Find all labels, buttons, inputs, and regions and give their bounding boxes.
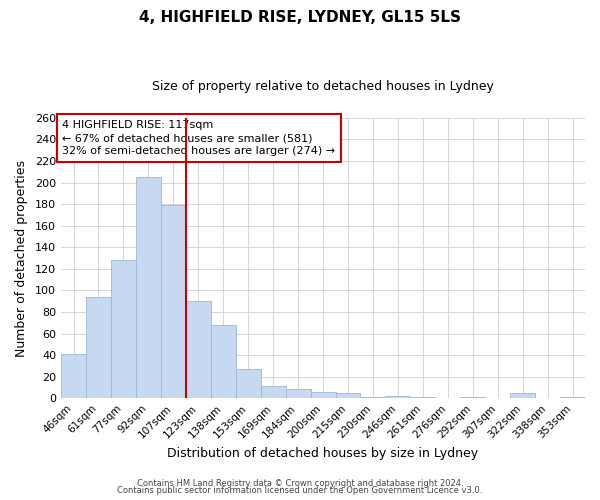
Bar (86, 297, 111, 398)
Y-axis label: Number of detached properties: Number of detached properties (15, 160, 28, 356)
Text: Contains public sector information licensed under the Open Government Licence v3: Contains public sector information licen… (118, 486, 482, 495)
Bar (136, 177, 161, 398)
Bar (260, 386, 286, 398)
Text: Contains HM Land Registry data © Crown copyright and database right 2024.: Contains HM Land Registry data © Crown c… (137, 478, 463, 488)
X-axis label: Distribution of detached houses by size in Lydney: Distribution of detached houses by size … (167, 447, 479, 460)
Text: 4 HIGHFIELD RISE: 117sqm
← 67% of detached houses are smaller (581)
32% of semi-: 4 HIGHFIELD RISE: 117sqm ← 67% of detach… (62, 120, 335, 156)
Bar (211, 325, 236, 398)
Bar (385, 396, 410, 398)
Bar (161, 205, 186, 398)
Bar (311, 392, 335, 398)
Bar (510, 393, 535, 398)
Bar (335, 393, 361, 398)
Bar (111, 260, 136, 398)
Text: 4, HIGHFIELD RISE, LYDNEY, GL15 5LS: 4, HIGHFIELD RISE, LYDNEY, GL15 5LS (139, 10, 461, 25)
Bar (286, 388, 311, 398)
Bar (236, 369, 260, 398)
Title: Size of property relative to detached houses in Lydney: Size of property relative to detached ho… (152, 80, 494, 93)
Bar (61, 354, 86, 399)
Bar (186, 301, 211, 398)
